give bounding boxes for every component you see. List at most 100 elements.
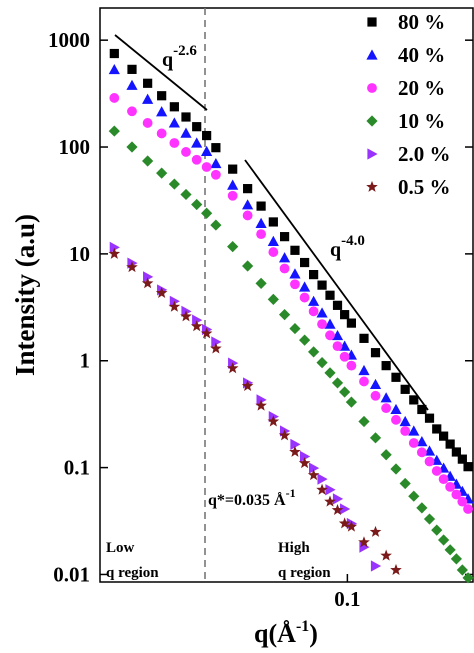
data-point xyxy=(324,367,336,379)
data-point xyxy=(309,269,319,280)
data-point xyxy=(325,484,336,496)
annotation-text: q*=0.035 Å xyxy=(208,491,286,509)
data-point xyxy=(201,145,213,157)
data-point xyxy=(168,300,181,312)
data-point xyxy=(180,310,192,322)
data-point xyxy=(191,198,203,211)
data-point xyxy=(143,78,153,88)
data-point xyxy=(210,157,222,169)
legend-label: 40 % xyxy=(398,43,445,67)
data-point xyxy=(156,128,167,139)
data-point xyxy=(381,361,391,371)
data-point xyxy=(241,379,254,391)
legend-label: 0.5 % xyxy=(398,175,451,199)
data-point xyxy=(369,378,382,390)
x-axis-title-sup: -1 xyxy=(296,618,309,635)
data-point xyxy=(227,240,239,253)
data-point xyxy=(316,483,328,495)
data-point xyxy=(331,504,344,516)
data-point xyxy=(228,164,238,174)
data-point xyxy=(169,138,180,148)
data-point xyxy=(299,281,311,292)
data-point xyxy=(126,261,138,273)
data-point xyxy=(268,411,279,423)
data-point xyxy=(278,429,291,441)
data-point xyxy=(400,384,410,394)
data-point xyxy=(192,122,202,132)
x-tick-label: 0.1 xyxy=(334,587,360,611)
legend-label: 20 % xyxy=(398,76,445,100)
data-point xyxy=(142,118,153,128)
legend-marker xyxy=(366,180,378,192)
legend-label: 80 % xyxy=(398,10,445,34)
data-point xyxy=(155,286,168,298)
data-point xyxy=(451,447,461,457)
data-point xyxy=(201,162,212,172)
legend-marker xyxy=(367,148,378,160)
data-point xyxy=(359,376,369,387)
data-point xyxy=(109,48,119,59)
data-point xyxy=(462,572,474,584)
data-point xyxy=(256,229,266,240)
legend-marker xyxy=(367,17,377,27)
data-point xyxy=(300,257,310,268)
data-point xyxy=(308,346,320,358)
data-point xyxy=(278,252,291,263)
annotation: q-2.6 xyxy=(162,43,197,71)
data-point xyxy=(211,143,221,153)
annotation: q-4.0 xyxy=(330,233,365,261)
data-point xyxy=(316,357,328,369)
y-tick-label: 1000 xyxy=(48,28,90,52)
data-point xyxy=(299,334,311,346)
data-point xyxy=(399,415,411,427)
data-point xyxy=(370,560,382,572)
data-point xyxy=(191,137,203,148)
annotation-text: q xyxy=(330,239,341,261)
y-tick-label: 1 xyxy=(80,349,91,373)
region-label: Low xyxy=(106,540,135,556)
data-point xyxy=(416,502,428,514)
data-point xyxy=(463,504,473,514)
data-point xyxy=(191,154,202,165)
data-point xyxy=(279,263,290,274)
data-point xyxy=(457,454,467,464)
data-point xyxy=(202,130,212,141)
data-point xyxy=(157,91,167,101)
data-point xyxy=(463,462,473,472)
data-point xyxy=(450,553,462,565)
data-point xyxy=(431,524,443,536)
data-point xyxy=(317,280,327,290)
data-point xyxy=(381,403,392,414)
data-point xyxy=(156,106,168,117)
data-point xyxy=(409,395,419,405)
data-point xyxy=(290,438,301,450)
legend-label: 10 % xyxy=(398,109,445,133)
data-point xyxy=(142,93,154,104)
data-point xyxy=(169,102,179,112)
data-point xyxy=(338,517,351,529)
data-point xyxy=(390,563,402,575)
data-point xyxy=(255,277,267,289)
data-point xyxy=(127,64,137,74)
y-tick-label: 0.1 xyxy=(64,456,90,480)
guide-line xyxy=(114,34,208,111)
data-point xyxy=(439,431,449,441)
data-point xyxy=(369,525,382,537)
data-point xyxy=(298,457,311,469)
data-point xyxy=(211,336,222,348)
data-point xyxy=(289,268,301,279)
data-point xyxy=(325,330,335,341)
data-point xyxy=(279,232,290,242)
data-point xyxy=(445,439,455,449)
data-point xyxy=(391,414,401,425)
data-point xyxy=(290,279,300,290)
data-point xyxy=(332,300,343,310)
data-point xyxy=(380,449,392,461)
data-point xyxy=(456,564,468,576)
region-label: q region xyxy=(278,565,331,581)
data-point xyxy=(126,79,138,90)
data-point xyxy=(340,503,351,515)
data-point xyxy=(200,327,213,339)
data-point xyxy=(210,219,222,231)
